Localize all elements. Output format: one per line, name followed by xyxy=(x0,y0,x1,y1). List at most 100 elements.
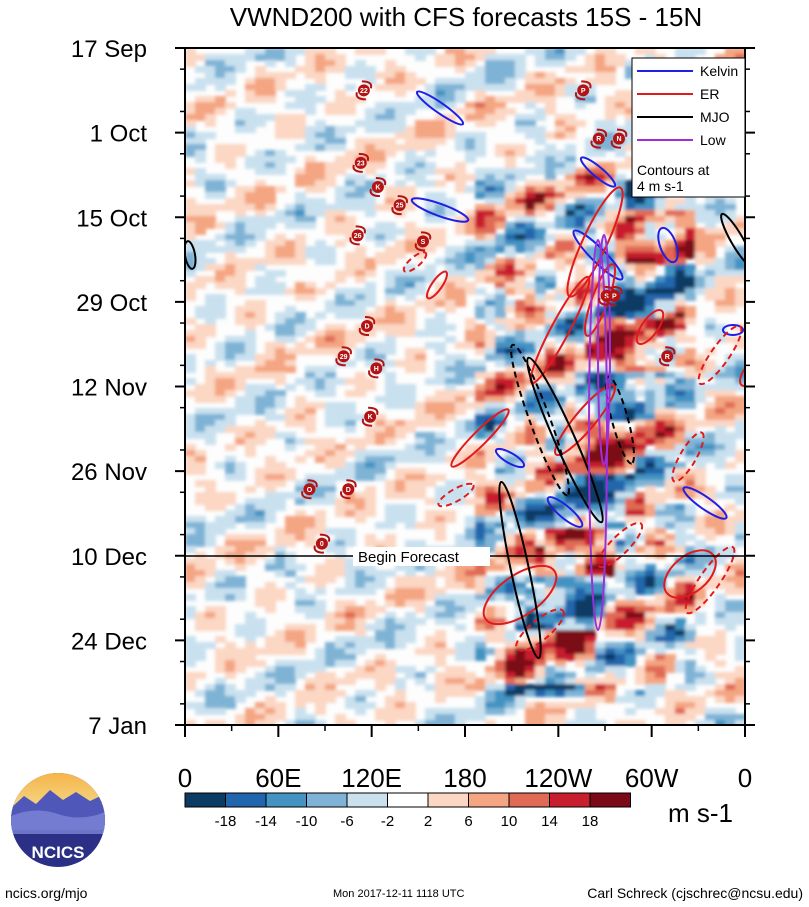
field-cell xyxy=(615,486,626,493)
field-cell xyxy=(315,510,326,517)
field-cell xyxy=(195,342,206,349)
field-cell xyxy=(675,684,686,691)
field-cell xyxy=(615,438,626,445)
field-cell xyxy=(205,312,216,319)
field-cell xyxy=(505,390,516,397)
field-cell xyxy=(195,204,206,211)
field-cell xyxy=(375,138,386,145)
field-cell xyxy=(445,612,456,619)
field-cell xyxy=(685,522,696,529)
field-cell xyxy=(325,372,336,379)
field-cell xyxy=(445,258,456,265)
field-cell xyxy=(525,318,536,325)
field-cell xyxy=(575,192,586,199)
field-cell xyxy=(545,108,556,115)
field-cell xyxy=(385,120,396,127)
field-cell xyxy=(555,192,566,199)
field-cell xyxy=(245,354,256,361)
field-cell xyxy=(345,102,356,109)
field-cell xyxy=(415,576,426,583)
field-cell xyxy=(445,498,456,505)
field-cell xyxy=(615,522,626,529)
field-cell xyxy=(195,624,206,631)
field-cell xyxy=(675,390,686,397)
field-cell xyxy=(355,198,366,205)
field-cell xyxy=(255,222,266,229)
field-cell xyxy=(305,72,316,79)
field-cell xyxy=(735,372,745,379)
field-cell xyxy=(315,378,326,385)
field-cell xyxy=(475,336,486,343)
field-cell xyxy=(585,456,596,463)
field-cell xyxy=(605,594,616,601)
field-cell xyxy=(475,132,486,139)
field-cell xyxy=(345,402,356,409)
field-cell xyxy=(735,522,745,529)
field-cell xyxy=(385,138,396,145)
field-cell xyxy=(475,594,486,601)
field-cell xyxy=(505,510,516,517)
field-cell xyxy=(275,216,286,223)
field-cell xyxy=(335,276,346,283)
storm-label: N xyxy=(616,136,621,143)
footer-url[interactable]: ncics.org/mjo xyxy=(5,885,88,901)
field-cell xyxy=(615,426,626,433)
field-cell xyxy=(245,438,256,445)
field-cell xyxy=(315,168,326,175)
field-cell xyxy=(635,336,646,343)
field-cell xyxy=(525,360,536,367)
field-cell xyxy=(215,720,226,725)
field-cell xyxy=(305,216,316,223)
field-cell xyxy=(645,576,656,583)
field-cell xyxy=(265,468,276,475)
field-cell xyxy=(725,306,736,313)
field-cell xyxy=(625,300,636,307)
field-cell xyxy=(645,264,656,271)
field-cell xyxy=(215,594,226,601)
field-cell xyxy=(345,642,356,649)
field-cell xyxy=(375,102,386,109)
field-cell xyxy=(575,390,586,397)
field-cell xyxy=(305,666,316,673)
field-cell xyxy=(505,702,516,709)
field-cell xyxy=(405,84,416,91)
field-cell xyxy=(275,390,286,397)
field-cell xyxy=(285,624,296,631)
field-cell xyxy=(725,672,736,679)
field-cell xyxy=(225,180,236,187)
field-cell xyxy=(535,612,546,619)
field-cell xyxy=(715,576,726,583)
field-cell xyxy=(315,522,326,529)
field-cell xyxy=(205,684,216,691)
field-cell xyxy=(295,222,306,229)
field-cell xyxy=(425,180,436,187)
field-cell xyxy=(195,156,206,163)
storm-arm xyxy=(598,297,609,306)
field-cell xyxy=(575,564,586,571)
field-cell xyxy=(645,468,656,475)
field-cell xyxy=(555,438,566,445)
storm-icon xyxy=(337,350,350,363)
field-cell xyxy=(425,714,436,721)
field-cell xyxy=(625,90,636,97)
field-cell xyxy=(405,486,416,493)
field-cell xyxy=(695,396,706,403)
field-cell xyxy=(375,114,386,121)
field-cell xyxy=(615,588,626,595)
field-cell xyxy=(715,294,726,301)
field-cell xyxy=(515,618,526,625)
field-cell xyxy=(525,606,536,613)
field-cell xyxy=(205,642,216,649)
field-cell xyxy=(385,402,396,409)
field-cell xyxy=(615,300,626,307)
field-cell xyxy=(515,204,526,211)
field-cell xyxy=(585,612,596,619)
field-cell xyxy=(545,618,556,625)
field-cell xyxy=(555,288,566,295)
contour xyxy=(635,308,665,346)
field-cell xyxy=(495,318,506,325)
field-cell xyxy=(665,312,676,319)
field-cell xyxy=(725,210,736,217)
contour xyxy=(682,486,728,520)
field-cell xyxy=(645,378,656,385)
